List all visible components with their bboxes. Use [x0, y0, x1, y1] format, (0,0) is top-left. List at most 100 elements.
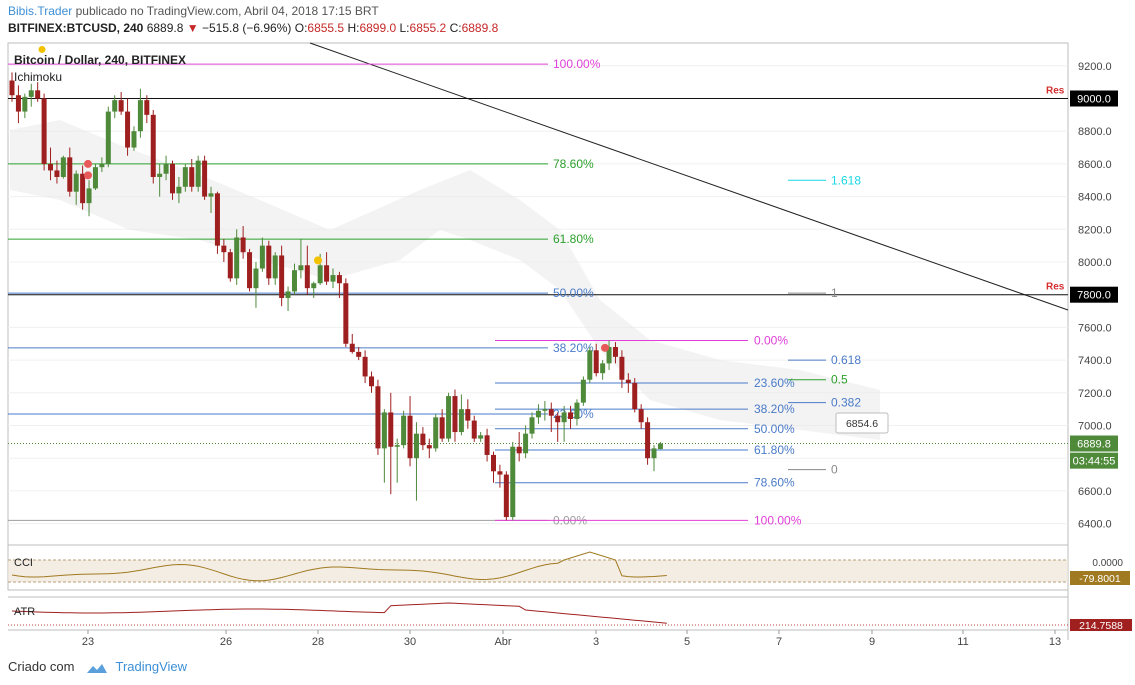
- atr-label: ATR: [14, 606, 35, 618]
- fib-ext-label: 0: [831, 463, 838, 477]
- candle-body: [92, 167, 98, 189]
- x-tick-label: 23: [82, 636, 94, 648]
- price-badge-label: 03:44:55: [1073, 456, 1116, 468]
- atr-value: 214.7588: [1079, 620, 1123, 632]
- fib-left-label: 100.00%: [553, 57, 601, 71]
- candle-body: [349, 343, 355, 352]
- created-with-label: Criado com: [8, 659, 75, 674]
- x-tick-label: 11: [957, 636, 968, 648]
- candle-body: [516, 446, 522, 454]
- candle-body: [125, 111, 131, 148]
- price-badge-label: 6889.8: [1077, 439, 1111, 451]
- x-tick-label: 28: [312, 636, 324, 648]
- candle-body: [388, 412, 394, 447]
- open-label: O:: [294, 21, 308, 35]
- pane-title: Bitcoin / Dollar, 240, BITFINEX: [14, 53, 187, 67]
- candle-body: [657, 443, 663, 450]
- fib-left-label: 50.00%: [553, 286, 594, 300]
- candle-body: [157, 173, 163, 177]
- candle-body: [105, 111, 111, 164]
- candle-body: [478, 435, 484, 439]
- candle-body: [60, 157, 66, 177]
- candle-body: [202, 160, 208, 197]
- x-tick-label: 9: [869, 636, 875, 648]
- candle-body: [279, 255, 285, 298]
- down-arrow-icon: ▼: [186, 21, 199, 35]
- symbol-label: BITFINEX:BTCUSD, 240: [8, 21, 144, 35]
- candle-body: [369, 376, 375, 387]
- publish-info: Bibis.Trader publicado no TradingView.co…: [8, 4, 379, 18]
- price-callout-box: [835, 412, 889, 434]
- fib-ext-label: 1: [831, 286, 838, 300]
- candle-body: [343, 283, 349, 344]
- y-tick-label: 7600.0: [1078, 322, 1112, 334]
- candle-body: [523, 433, 529, 454]
- candle-body: [137, 100, 143, 132]
- candle-body: [561, 412, 567, 423]
- indicator-label[interactable]: Ichimoku: [14, 70, 63, 84]
- candle-body: [452, 396, 458, 433]
- candle-body: [28, 90, 34, 97]
- candle-body: [587, 350, 593, 380]
- low-value: 6855.2: [409, 21, 447, 35]
- price-badge-label: 7800.0: [1077, 290, 1111, 302]
- trend-line: [309, 42, 1069, 311]
- candle-body: [131, 131, 137, 148]
- signal-marker: [84, 171, 92, 180]
- y-tick-label: 6600.0: [1078, 486, 1112, 498]
- fib-ext-label: 0.382: [831, 396, 861, 410]
- candle-body: [112, 100, 118, 112]
- x-tick-label: 5: [684, 636, 690, 648]
- fib-left-label: 78.60%: [553, 157, 594, 171]
- atr-value-badge: [1070, 619, 1132, 631]
- candle-body: [535, 410, 541, 418]
- cci-label: CCI: [14, 557, 33, 569]
- x-tick-label: 13: [1049, 636, 1061, 648]
- res-label: Res: [1046, 86, 1065, 97]
- candle-body: [240, 237, 246, 253]
- y-tick-label: 6400.0: [1078, 519, 1112, 531]
- candle-body: [9, 80, 15, 96]
- candle-body: [336, 275, 342, 284]
- candle-body: [176, 186, 182, 194]
- candle-body: [407, 415, 413, 459]
- candle-body: [221, 245, 227, 253]
- low-label: L:: [399, 21, 410, 35]
- author-link[interactable]: Bibis.Trader: [8, 4, 73, 18]
- candle-body: [606, 347, 612, 364]
- candle-body: [324, 265, 330, 282]
- candle-body: [439, 417, 445, 439]
- candle-body: [272, 255, 278, 279]
- price-badge: [1070, 286, 1118, 303]
- signal-marker: [84, 159, 92, 168]
- candle-body: [298, 265, 304, 271]
- signal-marker: [314, 256, 322, 265]
- candle-body: [401, 415, 407, 446]
- candle-body: [638, 409, 644, 423]
- candle-body: [73, 173, 79, 192]
- x-tick-label: 26: [220, 636, 232, 648]
- candle-body: [548, 409, 554, 416]
- candle-body: [394, 445, 400, 447]
- fib-right-label: 50.00%: [754, 422, 795, 436]
- fib-right-label: 38.20%: [754, 402, 795, 416]
- x-tick-label: 7: [776, 636, 782, 648]
- high-label: H:: [347, 21, 360, 35]
- fib-right-label: 23.60%: [754, 376, 795, 390]
- y-tick-label: 9200.0: [1078, 61, 1112, 73]
- candle-body: [458, 409, 464, 433]
- brand-link[interactable]: TradingView: [115, 659, 188, 674]
- candle-body: [612, 347, 618, 357]
- x-tick-label: Abr: [494, 636, 511, 648]
- candle-body: [651, 448, 657, 459]
- candle-body: [67, 157, 73, 192]
- candle-body: [227, 252, 233, 279]
- candle-body: [625, 379, 631, 383]
- y-tick-label: 7200.0: [1078, 388, 1112, 400]
- candle-body: [317, 265, 323, 284]
- candle-body: [465, 409, 471, 421]
- candle-body: [48, 163, 54, 171]
- candle-body: [304, 265, 310, 289]
- candle-body: [600, 363, 606, 374]
